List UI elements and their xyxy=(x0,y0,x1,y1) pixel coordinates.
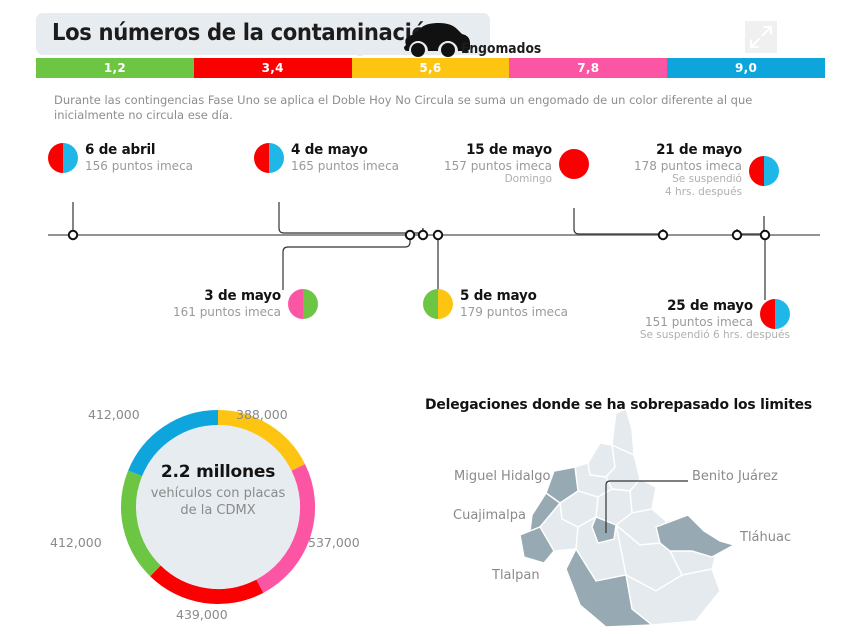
map-region-cuajimalpa-hl xyxy=(529,492,562,533)
event-date: 25 de mayo xyxy=(667,298,753,314)
colorbar-label-1: 1,2 xyxy=(103,61,126,75)
map-region-cuajimalpa xyxy=(519,526,555,564)
donut-label-red: 439,000 xyxy=(176,607,228,622)
event-points: 179 puntos imeca xyxy=(460,305,569,319)
donut-center-text: 2.2 millones vehículos con placas de la … xyxy=(133,462,303,519)
map-svg xyxy=(519,408,736,628)
donut-label-pink: 537,000 xyxy=(308,535,360,550)
donut-center-line2: de la CDMX xyxy=(180,503,256,518)
event-date: 21 de mayo xyxy=(656,142,742,158)
engomado-dot xyxy=(48,142,78,173)
event-date: 15 de mayo xyxy=(466,142,552,158)
event-note-line1: Se suspendió xyxy=(672,173,742,185)
delegaciones-map: Delegaciones donde se ha sobrepasado los… xyxy=(420,385,861,629)
event-points: 151 puntos imeca xyxy=(644,315,753,329)
donut-label-green: 412,000 xyxy=(50,535,102,550)
map-label-miguel-hidalgo: Miguel Hidalgo xyxy=(454,469,551,484)
event-points: 157 puntos imeca xyxy=(443,159,552,173)
timeline-event-15-de-mayo[interactable]: 15 de mayo 157 puntos imeca Domingo xyxy=(409,142,589,186)
event-points: 161 puntos imeca xyxy=(172,305,281,319)
engomado-dot xyxy=(749,155,779,186)
engomados-label: Engomados xyxy=(461,41,542,57)
donut-center-value: 2.2 millones xyxy=(160,462,276,482)
event-date: 4 de mayo xyxy=(291,142,368,158)
timeline-event-5-de-mayo[interactable]: 5 de mayo 179 puntos imeca xyxy=(423,288,568,319)
colorbar-segment-5: 9,0 xyxy=(667,58,825,78)
colorbar-label-5: 9,0 xyxy=(735,61,758,75)
donut-slice-blue xyxy=(128,410,219,477)
engomado-dot xyxy=(288,288,318,319)
timeline: 6 de abril 156 puntos imeca 4 de mayo 16… xyxy=(0,130,861,365)
donut-slice-green xyxy=(121,470,161,577)
engomado-dot xyxy=(559,149,589,179)
timeline-event-6-de-abril[interactable]: 6 de abril 156 puntos imeca xyxy=(48,142,193,173)
timeline-node xyxy=(731,229,743,241)
timeline-node xyxy=(67,229,79,241)
engomado-dot xyxy=(254,142,284,173)
event-note: Se suspendió 6 hrs. después xyxy=(639,329,790,341)
colorbar-segment-2: 3,4 xyxy=(193,58,352,78)
event-date: 3 de mayo xyxy=(204,288,281,304)
donut-label-blue: 412,000 xyxy=(88,407,140,422)
timeline-node xyxy=(432,229,444,241)
event-note: Domingo xyxy=(504,173,552,185)
donut-slice-yellow xyxy=(217,410,306,471)
timeline-node xyxy=(759,229,771,241)
event-note-line2: 4 hrs. después xyxy=(665,186,742,198)
vehicles-donut-chart: 388,000 537,000 439,000 412,000 412,000 xyxy=(40,385,400,629)
timeline-event-4-de-mayo[interactable]: 4 de mayo 165 puntos imeca xyxy=(254,142,399,173)
header: Los números de la contaminación Engomado… xyxy=(0,0,861,82)
map-label-benito-juarez: Benito Juárez xyxy=(692,469,778,484)
colorbar-segment-1: 1,2 xyxy=(36,58,194,78)
expand-icon[interactable] xyxy=(745,21,777,53)
map-title: Delegaciones donde se ha sobrepasado los… xyxy=(425,397,813,413)
colorbar-label-4: 7,8 xyxy=(577,61,600,75)
intro-text: Durante las contingencias Fase Uno se ap… xyxy=(54,93,753,122)
donut-label-yellow: 388,000 xyxy=(236,407,288,422)
map-leader-line xyxy=(605,480,688,533)
timeline-event-3-de-mayo[interactable]: 3 de mayo 161 puntos imeca xyxy=(148,288,318,319)
timeline-event-25-de-mayo[interactable]: 25 de mayo 151 puntos imeca Se suspendió… xyxy=(575,298,790,342)
donut-slice-pink xyxy=(256,464,316,593)
engomado-dot xyxy=(760,298,790,329)
event-points: 156 puntos imeca xyxy=(85,159,194,173)
donut-slice-red xyxy=(150,565,264,604)
event-date: 6 de abril xyxy=(85,142,156,158)
timeline-node xyxy=(404,229,416,241)
timeline-connectors xyxy=(48,202,820,300)
event-date: 5 de mayo xyxy=(460,288,537,304)
timeline-event-21-de-mayo[interactable]: 21 de mayo 178 puntos imeca Se suspendió… xyxy=(599,142,779,199)
timeline-node xyxy=(657,229,669,241)
map-region-north-spur xyxy=(611,408,635,457)
engomado-dot xyxy=(423,288,453,319)
title-banner: Los números de la contaminación xyxy=(36,13,491,55)
colorbar-label-3: 5,6 xyxy=(419,61,442,75)
map-region-tlalpan xyxy=(565,547,654,628)
colorbar-segment-3: 5,6 xyxy=(351,58,510,78)
map-region-tlahuac xyxy=(655,514,736,558)
car-icon xyxy=(398,19,473,59)
engomado-color-bar: 1,2 3,4 5,6 7,8 9,0 xyxy=(36,58,825,78)
event-points: 178 puntos imeca xyxy=(633,159,742,173)
map-label-tlalpan: Tlalpan xyxy=(492,568,540,583)
timeline-node xyxy=(417,229,429,241)
map-label-tlahuac: Tláhuac xyxy=(740,530,792,545)
colorbar-label-2: 3,4 xyxy=(261,61,284,75)
map-label-cuajimalpa: Cuajimalpa xyxy=(453,508,526,523)
map-region-benito-juarez xyxy=(591,516,617,544)
event-points: 165 puntos imeca xyxy=(291,159,400,173)
colorbar-segment-4: 7,8 xyxy=(509,58,668,78)
donut-svg xyxy=(121,410,316,604)
donut-center-line1: vehículos con placas xyxy=(150,486,286,501)
page-title: Los números de la contaminación xyxy=(52,20,441,46)
